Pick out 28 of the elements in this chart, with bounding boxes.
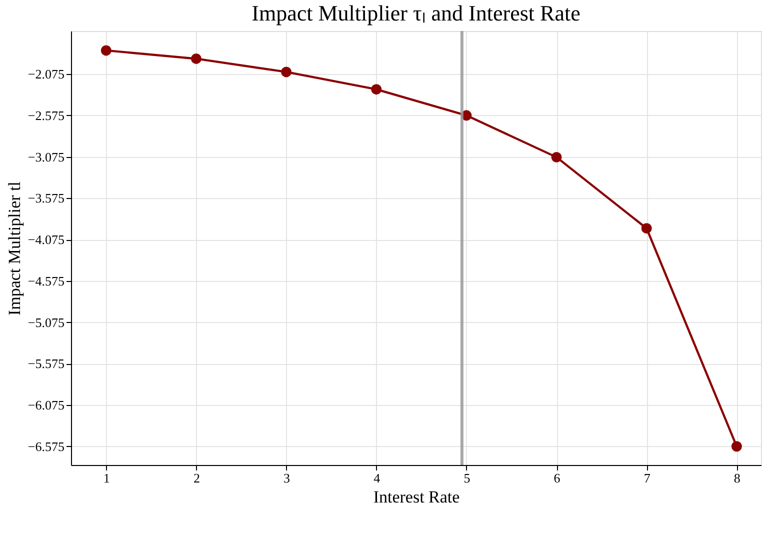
point <box>371 84 382 95</box>
y-tick-label: −5.575 <box>28 356 64 372</box>
x-tick-label: 6 <box>554 470 561 486</box>
point <box>281 66 292 78</box>
x-axis-title: Interest Rate <box>373 488 460 506</box>
y-tick-label: −3.575 <box>28 190 64 206</box>
point <box>641 223 652 234</box>
x-tick-label: 3 <box>284 470 290 486</box>
point <box>100 45 112 56</box>
x-tick-label: 1 <box>103 470 110 486</box>
y-tick-label: −4.075 <box>28 232 64 248</box>
y-tick-label: −6.075 <box>28 398 64 413</box>
point <box>731 441 742 452</box>
y-tick-label: −5.075 <box>28 314 64 330</box>
x-tick-label: 8 <box>734 470 740 486</box>
y-axis-title: Impact Multiplier tl <box>4 181 24 316</box>
y-tick-label: −4.575 <box>28 273 64 288</box>
y-tick-label: −6.575 <box>28 438 64 454</box>
point <box>551 152 562 162</box>
x-tick-label: 4 <box>374 470 381 486</box>
y-tick-label: −3.075 <box>28 149 64 164</box>
x-tick-label: 2 <box>193 470 200 486</box>
x-tick-label: 7 <box>644 470 651 486</box>
x-tick-label: 5 <box>464 470 470 486</box>
chart-title: Impact Multiplier τₗ and Interest Rate <box>252 0 580 26</box>
y-tick-label: −2.075 <box>28 66 64 82</box>
y-tick-label: −2.575 <box>28 108 64 123</box>
point <box>190 53 202 64</box>
